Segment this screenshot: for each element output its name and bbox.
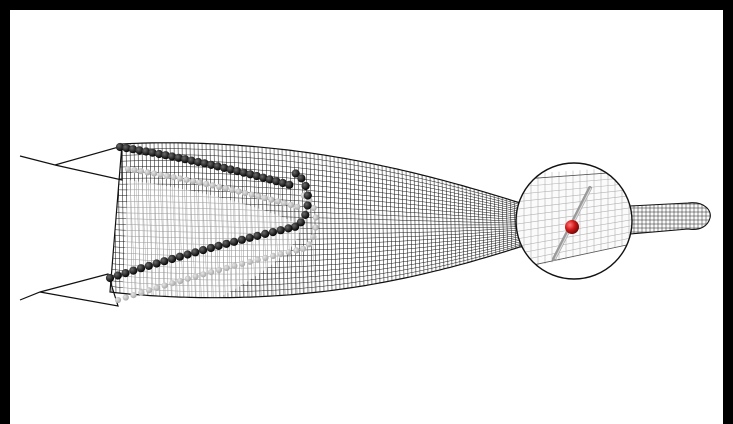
magnifier-lens-icon	[515, 162, 633, 280]
red-sphere-icon	[565, 220, 579, 234]
mesh-outline	[109, 142, 526, 299]
upper-sheath	[19, 145, 123, 181]
catheter-sheaths	[19, 145, 123, 307]
mesh-tail	[629, 202, 711, 235]
bead-row-front	[105, 142, 312, 283]
lower-sheath	[19, 273, 119, 307]
figure-frame	[10, 10, 723, 424]
tubular-mesh-diagram	[19, 142, 711, 307]
bead-row-back	[114, 165, 319, 304]
